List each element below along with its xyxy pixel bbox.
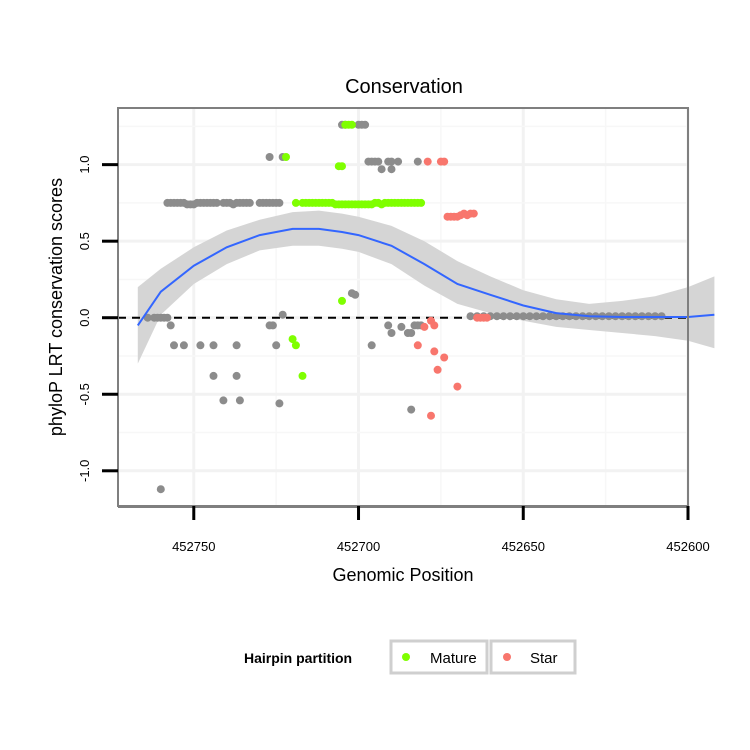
series-other bbox=[143, 120, 666, 494]
point-other bbox=[275, 198, 284, 207]
point-star bbox=[440, 157, 449, 166]
point-other bbox=[156, 485, 165, 494]
point-star bbox=[483, 313, 491, 322]
point-other bbox=[219, 396, 228, 405]
smooth-curve bbox=[136, 227, 715, 326]
point-mature bbox=[298, 371, 307, 380]
y-tick-label: 1.0 bbox=[77, 156, 92, 174]
point-other bbox=[272, 341, 281, 350]
point-other bbox=[512, 312, 521, 321]
legend-key-star bbox=[489, 639, 577, 675]
point-other bbox=[407, 329, 416, 337]
point-other bbox=[209, 341, 218, 350]
x-tick-label: 452600 bbox=[666, 539, 709, 554]
smooth-trend-line bbox=[136, 227, 715, 326]
data-points bbox=[143, 120, 666, 494]
point-other bbox=[506, 312, 515, 321]
point-other bbox=[532, 312, 541, 321]
point-other bbox=[525, 312, 534, 321]
point-other bbox=[235, 396, 244, 405]
y-tick-label: 0.5 bbox=[77, 232, 92, 250]
plot-panel bbox=[117, 107, 715, 507]
x-axis-label: Genomic Position bbox=[332, 565, 473, 585]
point-other bbox=[407, 405, 416, 414]
point-other bbox=[492, 312, 501, 321]
point-other bbox=[374, 157, 383, 166]
point-star bbox=[469, 209, 478, 218]
point-other bbox=[545, 312, 554, 321]
point-star bbox=[433, 365, 442, 374]
series-mature bbox=[282, 120, 426, 380]
legend-swatch-mature bbox=[402, 653, 410, 661]
point-star bbox=[453, 382, 462, 391]
legend-title: Hairpin partition bbox=[244, 650, 352, 666]
point-other bbox=[265, 153, 274, 161]
point-other bbox=[397, 322, 406, 331]
y-tick-label: -0.5 bbox=[77, 383, 92, 405]
point-other bbox=[275, 399, 284, 408]
point-mature bbox=[288, 335, 297, 344]
point-other bbox=[163, 313, 172, 322]
y-tick-label: 0.0 bbox=[77, 309, 92, 327]
x-tick-label: 452650 bbox=[502, 539, 545, 554]
legend: Hairpin partition Mature Star bbox=[244, 639, 577, 675]
point-other bbox=[367, 341, 376, 350]
point-other bbox=[245, 198, 254, 207]
point-mature bbox=[291, 341, 300, 350]
point-star bbox=[430, 321, 439, 330]
point-mature bbox=[282, 153, 290, 161]
point-other bbox=[384, 321, 393, 330]
chart-title: Conservation bbox=[345, 76, 463, 98]
point-other bbox=[212, 198, 221, 207]
point-mature bbox=[338, 162, 346, 171]
legend-swatch-star bbox=[503, 653, 511, 661]
point-other bbox=[387, 157, 396, 166]
point-star bbox=[423, 157, 432, 166]
confidence-ribbon bbox=[137, 210, 715, 364]
point-other bbox=[196, 341, 205, 350]
point-other bbox=[278, 310, 287, 319]
point-other bbox=[166, 321, 175, 330]
point-other bbox=[232, 371, 241, 380]
point-star bbox=[427, 411, 435, 420]
point-other bbox=[209, 371, 218, 380]
point-mature bbox=[347, 120, 356, 129]
point-star bbox=[420, 322, 429, 331]
point-mature bbox=[338, 296, 346, 305]
y-tick-label: -1.0 bbox=[77, 460, 92, 482]
point-other bbox=[232, 341, 241, 350]
legend-label-star: Star bbox=[530, 650, 558, 667]
y-axis-label: phyloP LRT conservation scores bbox=[46, 178, 66, 436]
point-other bbox=[394, 157, 403, 166]
legend-label-mature: Mature bbox=[430, 650, 477, 667]
point-other bbox=[351, 290, 360, 299]
point-other bbox=[143, 313, 152, 322]
point-other bbox=[170, 341, 178, 350]
point-other bbox=[387, 165, 396, 174]
ribbon-area bbox=[137, 210, 715, 364]
point-mature bbox=[291, 198, 300, 207]
point-other bbox=[387, 329, 396, 337]
series-star bbox=[413, 157, 491, 420]
point-other bbox=[539, 312, 547, 321]
point-other bbox=[519, 312, 528, 321]
point-star bbox=[430, 347, 439, 356]
point-other bbox=[179, 341, 188, 350]
x-axis: 452750 452700 452650 452600 bbox=[118, 506, 710, 554]
x-tick-label: 452700 bbox=[337, 539, 380, 554]
point-other bbox=[499, 312, 508, 321]
point-other bbox=[377, 165, 386, 174]
point-star bbox=[413, 341, 422, 350]
point-star bbox=[440, 353, 449, 362]
point-other bbox=[466, 312, 475, 321]
y-axis: -1.0 -0.5 0.0 0.5 1.0 bbox=[77, 156, 118, 482]
point-mature bbox=[417, 198, 426, 207]
x-tick-label: 452750 bbox=[172, 539, 215, 554]
point-other bbox=[413, 157, 422, 166]
point-other bbox=[268, 321, 277, 330]
point-other bbox=[361, 120, 370, 129]
